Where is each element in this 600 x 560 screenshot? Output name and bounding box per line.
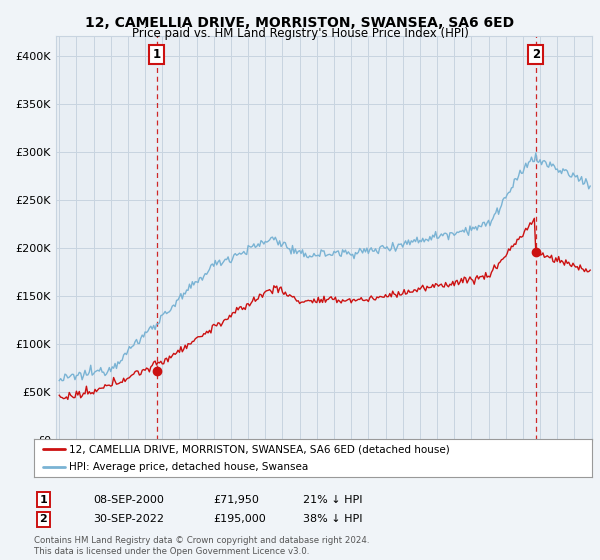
Text: HPI: Average price, detached house, Swansea: HPI: Average price, detached house, Swan… (70, 462, 308, 472)
Text: 2: 2 (40, 514, 47, 524)
Text: £71,950: £71,950 (213, 494, 259, 505)
Text: 12, CAMELLIA DRIVE, MORRISTON, SWANSEA, SA6 6ED: 12, CAMELLIA DRIVE, MORRISTON, SWANSEA, … (85, 16, 515, 30)
Text: 12, CAMELLIA DRIVE, MORRISTON, SWANSEA, SA6 6ED (detached house): 12, CAMELLIA DRIVE, MORRISTON, SWANSEA, … (70, 444, 450, 454)
Text: £195,000: £195,000 (213, 514, 266, 524)
Text: 38% ↓ HPI: 38% ↓ HPI (303, 514, 362, 524)
Text: 21% ↓ HPI: 21% ↓ HPI (303, 494, 362, 505)
Text: 2: 2 (532, 48, 540, 61)
Text: 1: 1 (40, 494, 47, 505)
Text: 08-SEP-2000: 08-SEP-2000 (93, 494, 164, 505)
Text: Contains HM Land Registry data © Crown copyright and database right 2024.
This d: Contains HM Land Registry data © Crown c… (34, 536, 370, 556)
Text: 30-SEP-2022: 30-SEP-2022 (93, 514, 164, 524)
Text: Price paid vs. HM Land Registry's House Price Index (HPI): Price paid vs. HM Land Registry's House … (131, 27, 469, 40)
Text: 1: 1 (152, 48, 161, 61)
